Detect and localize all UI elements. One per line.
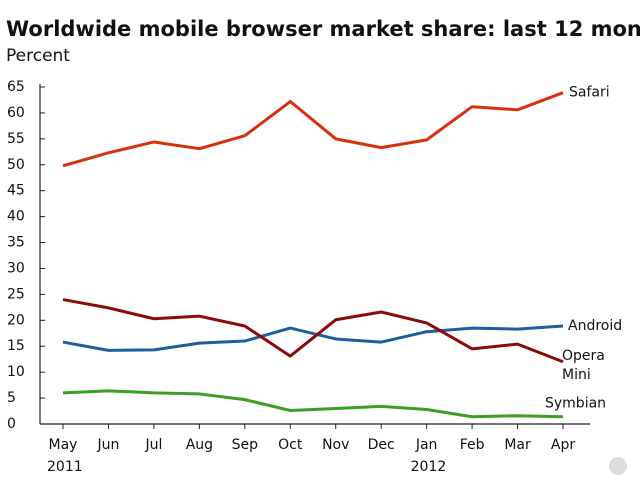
y-tick-label: 0 [7, 416, 16, 432]
x-tick-label: Mar [504, 437, 531, 453]
chart-subtitle: Percent [6, 46, 70, 66]
y-tick-label: 40 [7, 209, 25, 225]
y-tick-label: 15 [7, 338, 25, 354]
x-tick-label: Dec [368, 437, 395, 453]
y-tick-label: 25 [7, 286, 25, 302]
chart-title: Worldwide mobile browser market share: l… [6, 17, 640, 41]
y-tick-label: 60 [7, 105, 25, 121]
series-line [62, 91, 564, 168]
x-tick-label: May [49, 437, 78, 453]
series-label: Symbian [545, 396, 606, 412]
x-tick-label: Aug [186, 437, 213, 453]
x-tick-label: Oct [278, 437, 303, 453]
year-label: 2012 [411, 459, 447, 475]
y-tick-label: 35 [7, 235, 25, 251]
series-line [62, 324, 564, 352]
year-label: 2011 [47, 459, 83, 475]
series-label: Safari [569, 85, 610, 101]
series-line [62, 298, 564, 364]
logo [609, 457, 627, 475]
y-tick-label: 5 [7, 390, 16, 406]
x-tick-label: Nov [322, 437, 349, 453]
y-tick-label: 20 [7, 312, 25, 328]
x-tick-label: Jul [144, 437, 162, 453]
y-tick-label: 50 [7, 157, 25, 173]
y-tick-label: 10 [7, 364, 25, 380]
x-tick-label: Feb [460, 437, 485, 453]
x-tick-label: Apr [551, 437, 575, 453]
y-tick-label: 30 [7, 260, 25, 276]
y-tick-label: 45 [7, 183, 25, 199]
series-label: Android [568, 318, 622, 334]
series-line [62, 389, 564, 419]
x-tick-label: Jan [415, 437, 438, 453]
y-tick-label: 65 [7, 79, 25, 95]
x-tick-label: Sep [232, 437, 259, 453]
series-label: Opera Mini [562, 348, 609, 383]
x-tick-label: Jun [97, 437, 120, 453]
y-tick-label: 55 [7, 131, 25, 147]
